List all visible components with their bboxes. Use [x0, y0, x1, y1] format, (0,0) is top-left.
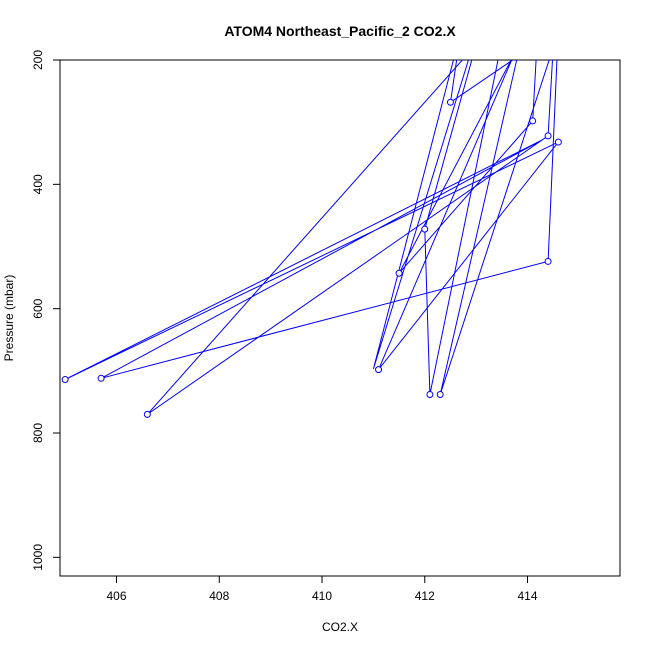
chart-title: ATOM4 Northeast_Pacific_2 CO2.X — [224, 23, 456, 39]
x-tick-label: 414 — [518, 589, 538, 603]
x-tick-label: 406 — [106, 589, 126, 603]
data-point — [544, 132, 552, 140]
y-tick-label: 800 — [31, 423, 45, 443]
series-line — [64, 60, 559, 415]
data-point — [395, 269, 403, 277]
plot-frame — [59, 59, 621, 577]
data-point — [426, 390, 434, 398]
data-point — [436, 390, 444, 398]
y-axis: 200 400 600 800 1000 — [31, 50, 60, 571]
x-tick-label: 410 — [312, 589, 332, 603]
y-tick-label: 400 — [31, 174, 45, 194]
data-point — [97, 374, 105, 382]
series-points — [61, 98, 562, 418]
x-tick-label: 408 — [209, 589, 229, 603]
data-point — [529, 117, 537, 125]
series-lines — [64, 60, 559, 415]
data-point — [421, 225, 429, 233]
x-axis-label: CO2.X — [322, 620, 358, 634]
data-point — [446, 98, 454, 106]
x-tick-label: 412 — [415, 589, 435, 603]
data-point — [544, 257, 552, 265]
y-axis-label: Pressure (mbar) — [2, 275, 16, 362]
data-point — [375, 366, 383, 374]
y-tick-label: 600 — [31, 298, 45, 318]
x-axis: 406 408 410 412 414 — [106, 576, 538, 603]
data-point — [143, 410, 151, 418]
data-point — [554, 138, 562, 146]
y-tick-label: 1000 — [31, 544, 45, 571]
data-point — [61, 376, 69, 384]
y-tick-label: 200 — [31, 50, 45, 70]
